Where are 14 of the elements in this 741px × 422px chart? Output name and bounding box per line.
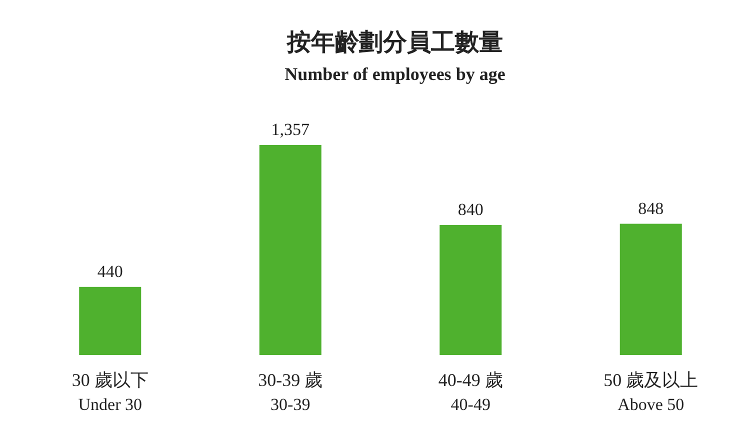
bar bbox=[259, 145, 322, 355]
chart-title: 按年齡劃分員工數量 bbox=[286, 29, 503, 56]
chart-subtitle: Number of employees by age bbox=[284, 64, 506, 84]
x-tick-label: 50 歲及以上 Above 50 bbox=[604, 370, 698, 414]
data-label: 848 bbox=[638, 198, 664, 218]
data-label: 1,357 bbox=[271, 120, 310, 139]
x-tick-label: 40-49 歲 40-49 bbox=[438, 370, 503, 414]
x-tick-label: 30-39 歲 30-39 bbox=[258, 370, 323, 414]
x-tick-label: 30 歲以下 Under 30 bbox=[72, 370, 148, 414]
bar bbox=[79, 286, 142, 355]
bar bbox=[620, 224, 682, 355]
bar bbox=[440, 225, 502, 355]
data-label: 840 bbox=[458, 200, 484, 220]
data-label: 440 bbox=[97, 262, 123, 281]
